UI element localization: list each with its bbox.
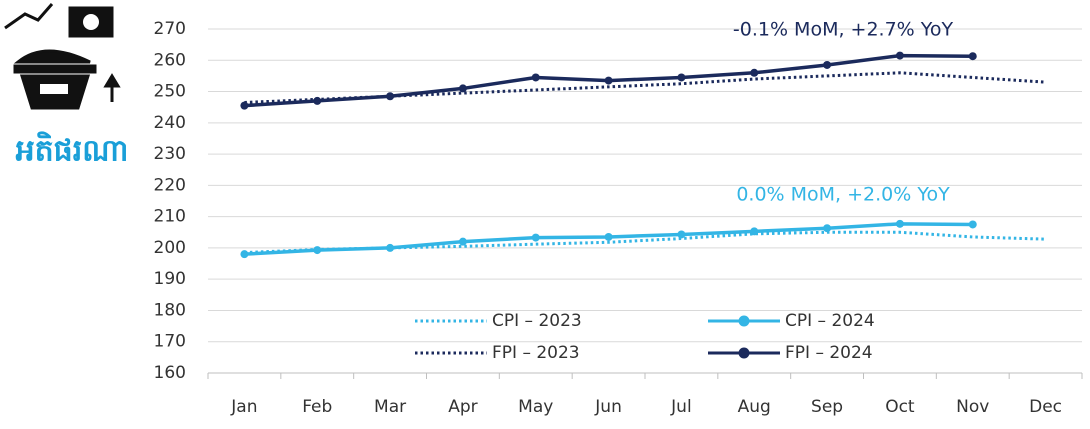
- series-marker: [240, 250, 249, 259]
- x-tick-label: May: [518, 397, 553, 417]
- series-marker: [458, 237, 467, 246]
- x-tick-label: Dec: [1029, 397, 1062, 417]
- series-marker: [386, 243, 395, 252]
- x-tick-label: Feb: [302, 397, 332, 417]
- series-marker: [750, 227, 759, 236]
- x-tick-label: Mar: [374, 397, 406, 417]
- series-marker: [968, 52, 977, 61]
- series-marker: [823, 60, 832, 69]
- y-tick-label: 180: [154, 300, 186, 320]
- y-tick-label: 200: [154, 238, 186, 258]
- y-tick-label: 170: [154, 332, 186, 352]
- money-icon-center: [83, 14, 99, 30]
- x-tick-label: Apr: [448, 397, 477, 417]
- x-tick-label: Sep: [811, 397, 843, 417]
- trend-icon: [4, 3, 54, 30]
- x-tick-label: Jul: [670, 397, 692, 417]
- series-marker: [386, 92, 395, 101]
- legend-label: CPI – 2023: [492, 311, 582, 331]
- series-marker: [677, 230, 686, 239]
- y-tick-label: 250: [154, 82, 186, 102]
- legend-label: CPI – 2024: [785, 311, 875, 331]
- money-icon: [68, 6, 114, 38]
- series-marker: [750, 68, 759, 77]
- x-tick-label: Nov: [956, 397, 989, 417]
- legend-marker: [738, 315, 750, 327]
- series-marker: [604, 76, 613, 85]
- side-label: អតិផរណា: [16, 131, 129, 169]
- series-marker: [531, 73, 540, 82]
- annotation: -0.1% MoM, +2.7% YoY: [733, 19, 954, 41]
- series-marker: [677, 73, 686, 82]
- y-tick-label: 190: [154, 269, 186, 289]
- icons: [4, 3, 121, 110]
- x-tick-label: Jun: [594, 397, 622, 417]
- series-marker: [313, 246, 322, 255]
- basket-rim: [13, 64, 97, 74]
- legend-marker: [738, 347, 750, 359]
- x-tick-label: Aug: [738, 397, 771, 417]
- series-marker: [458, 84, 467, 93]
- y-tick-label: 220: [154, 175, 186, 195]
- basket-hole: [40, 84, 68, 94]
- y-tick-label: 160: [154, 363, 186, 383]
- series-marker: [240, 101, 249, 110]
- series-marker: [313, 96, 322, 105]
- y-tick-label: 240: [154, 113, 186, 133]
- annotation: 0.0% MoM, +2.0% YoY: [736, 184, 950, 206]
- x-tick-label: Jan: [230, 397, 257, 417]
- series-marker: [823, 224, 832, 233]
- y-tick-label: 230: [154, 144, 186, 164]
- series-marker: [895, 51, 904, 60]
- series-marker: [968, 220, 977, 229]
- legend-label: FPI – 2024: [785, 343, 873, 363]
- y-tick-label: 210: [154, 207, 186, 227]
- legend-label: FPI – 2023: [492, 343, 580, 363]
- series-marker: [604, 232, 613, 241]
- series-marker: [895, 219, 904, 228]
- basket-food: [13, 49, 91, 64]
- y-tick-label: 260: [154, 50, 186, 70]
- up-arrow-head: [103, 73, 121, 88]
- series-marker: [531, 233, 540, 242]
- x-tick-label: Oct: [885, 397, 915, 417]
- y-tick-label: 270: [154, 19, 186, 39]
